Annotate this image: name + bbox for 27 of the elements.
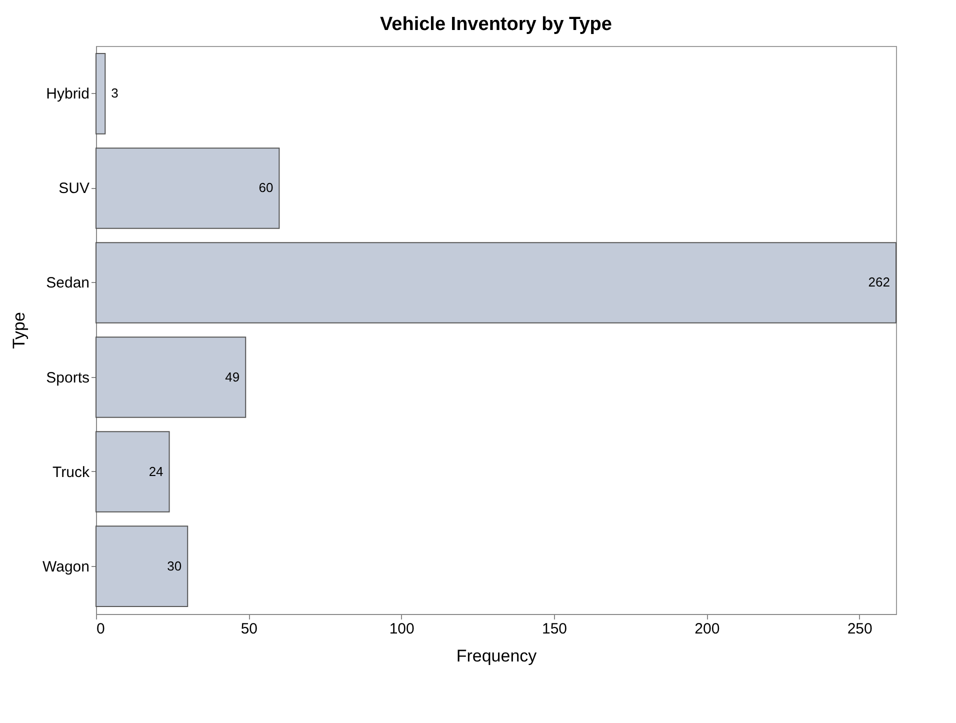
x-tick-label: 250 bbox=[847, 620, 872, 638]
data-label: 49 bbox=[225, 369, 240, 384]
y-tick-label: SUV bbox=[58, 180, 90, 198]
y-tick-label: Hybrid bbox=[46, 86, 90, 103]
bar bbox=[96, 526, 188, 607]
x-tick-label: 0 bbox=[96, 620, 105, 638]
x-axis-title: Frequency bbox=[456, 646, 538, 666]
x-tick-label: 100 bbox=[389, 620, 414, 638]
data-label: 24 bbox=[148, 464, 164, 479]
x-tick-label: 200 bbox=[694, 620, 720, 638]
data-label: 3 bbox=[111, 86, 118, 101]
bar bbox=[96, 53, 106, 134]
x-tick-label: 50 bbox=[240, 620, 258, 638]
bar bbox=[96, 148, 280, 229]
bar bbox=[96, 336, 246, 418]
y-tick-label: Wagon bbox=[42, 558, 90, 576]
data-label: 262 bbox=[868, 274, 890, 290]
data-label: 30 bbox=[167, 558, 182, 574]
bar bbox=[96, 431, 170, 512]
x-tick-label: 150 bbox=[542, 620, 568, 638]
bar bbox=[96, 242, 896, 324]
data-label: 60 bbox=[258, 180, 274, 196]
y-tick-label: Truck bbox=[52, 464, 90, 481]
y-tick-label: Sedan bbox=[46, 274, 90, 292]
y-axis-title: Type bbox=[10, 312, 29, 349]
y-tick-label: Sports bbox=[46, 369, 90, 386]
chart-title: Vehicle Inventory by Type bbox=[380, 14, 612, 35]
